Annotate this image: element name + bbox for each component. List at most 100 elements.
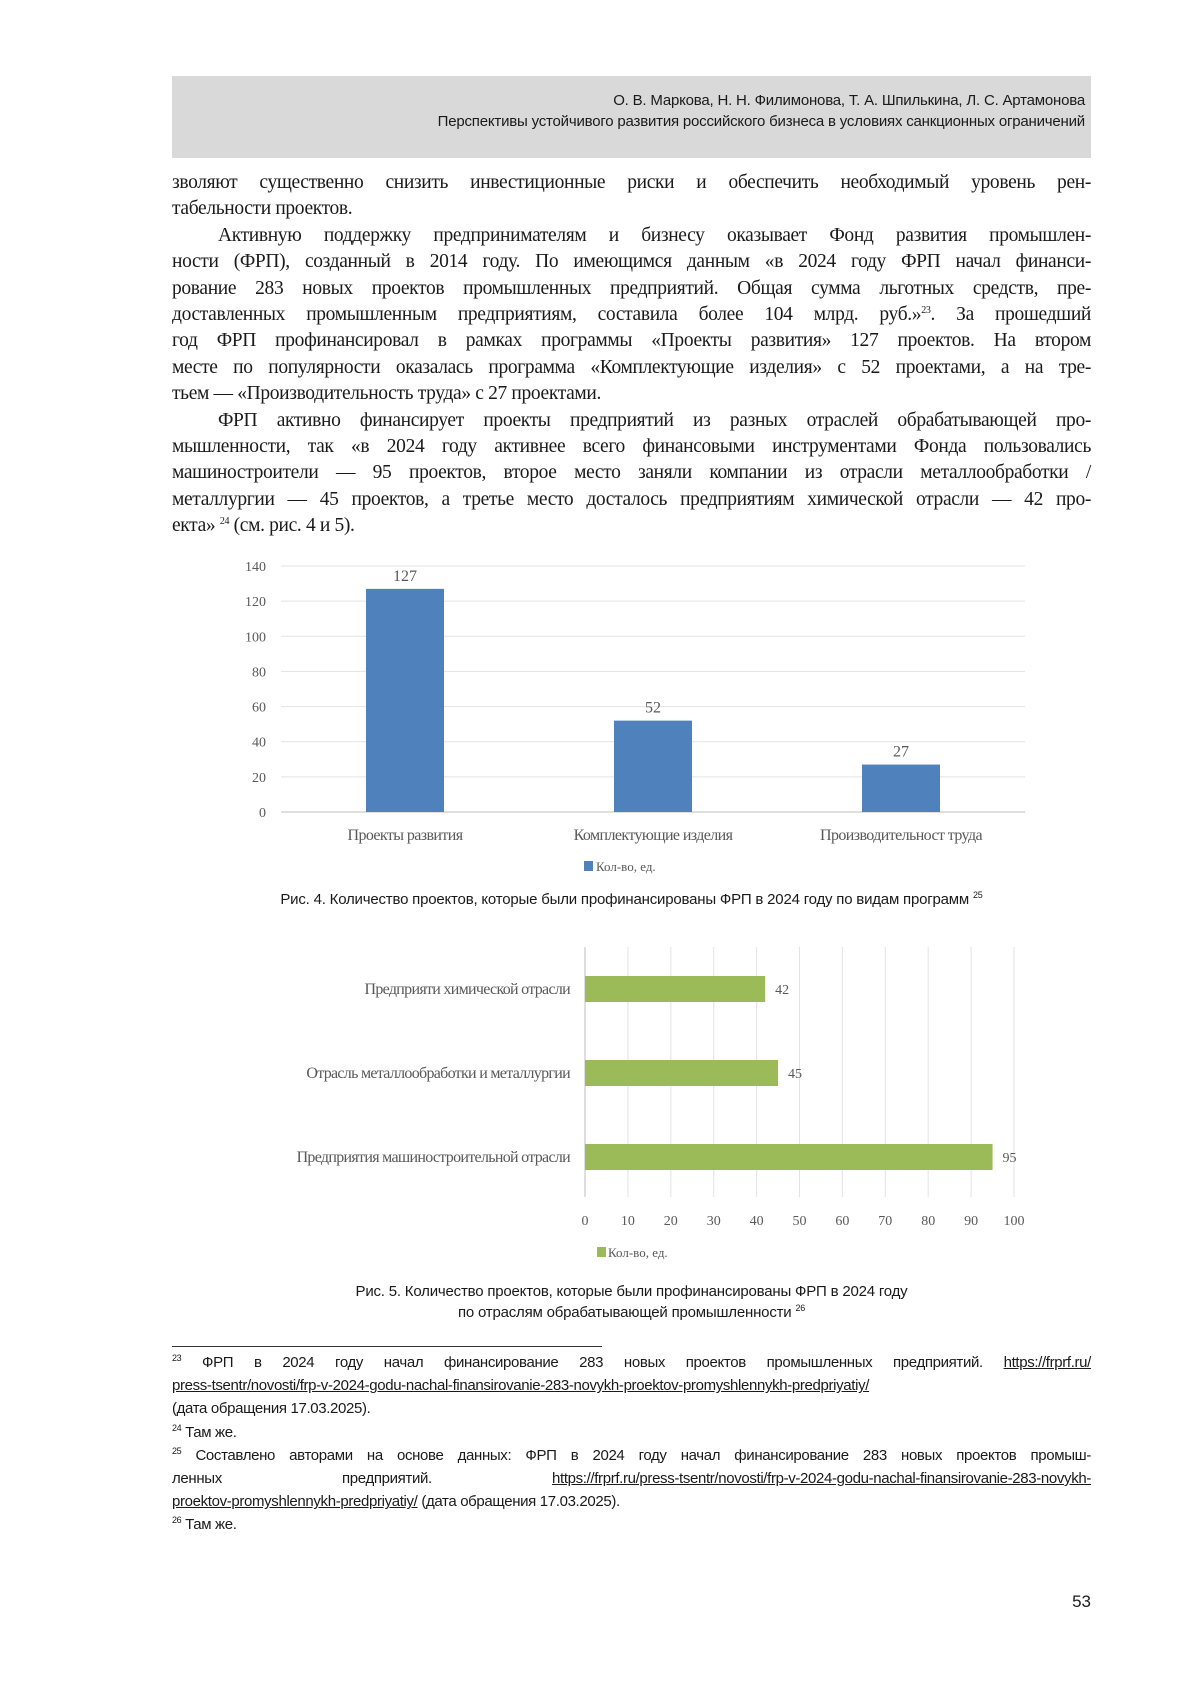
x-tick-label: 40 <box>750 1214 764 1229</box>
text-span: (дата обращения 17.03.2025). <box>418 1493 620 1510</box>
footnote-ref[interactable]: 26 <box>172 1515 181 1525</box>
footnote-line: ленных предприятий. https://frprf.ru/pre… <box>172 1467 1091 1490</box>
paragraph-line: ФРП активно финансирует проекты предприя… <box>172 408 1091 434</box>
footnote-line: (дата обращения 17.03.2025). <box>172 1397 1091 1420</box>
text-span: табельности проектов. <box>172 198 352 219</box>
x-category-label: Проекты развития <box>347 827 463 844</box>
x-tick-label: 80 <box>921 1214 935 1229</box>
caption-text: по отраслям обрабатывающей промышленност… <box>458 1304 792 1321</box>
text-span: зволяют существенно снизить инвестиционн… <box>172 172 1091 193</box>
data-label: 27 <box>893 744 909 761</box>
y-tick-label: 20 <box>252 771 266 786</box>
text-span: ности (ФРП), созданный в 2014 году. По и… <box>172 251 1091 272</box>
data-label: 127 <box>393 568 417 585</box>
figure-4-caption: Рис. 4. Количество проектов, которые был… <box>172 891 1091 908</box>
text-span: (дата обращения 17.03.2025). <box>172 1400 371 1417</box>
caption-footnote-ref[interactable]: 26 <box>795 1303 805 1313</box>
x-category-label: Комплектующие изделия <box>574 827 734 844</box>
caption-text: Рис. 4. Количество проектов, которые был… <box>280 891 969 908</box>
header-authors: О. В. Маркова, Н. Н. Филимонова, Т. А. Ш… <box>613 92 1085 109</box>
data-label: 45 <box>788 1067 802 1082</box>
legend-swatch <box>597 1247 606 1257</box>
x-tick-label: 30 <box>707 1214 721 1229</box>
paragraph-line: машиностроители — 95 проектов, второе ме… <box>172 460 1091 486</box>
text-span: . За прошедший <box>931 304 1091 325</box>
paragraph-line: табельности проектов. <box>172 196 1091 222</box>
x-category-label: Производительност труда <box>820 827 982 844</box>
paragraph-line: год ФРП профинансировал в рамках програм… <box>172 328 1091 354</box>
figure-5-caption-line2: по отраслям обрабатывающей промышленност… <box>172 1304 1091 1321</box>
footnote-line: proektov-promyshlennykh-predpriyatiy/ (д… <box>172 1490 1091 1513</box>
x-tick-label: 50 <box>793 1214 807 1229</box>
y-tick-label: 100 <box>245 630 266 645</box>
text-span: доставленных промышленным предприятиям, … <box>172 304 921 325</box>
y-category-label: Предприятия машиностроительной отрасли <box>297 1149 572 1166</box>
bar <box>366 589 444 812</box>
paragraph-line: Активную поддержку предпринимателям и би… <box>172 223 1091 249</box>
text-span: ленных предприятий. <box>172 1470 552 1487</box>
paragraph-line: тьем — «Производительность труда» с 27 п… <box>172 381 1091 407</box>
legend-label: Кол-во, ед. <box>608 1245 668 1260</box>
bar <box>585 1144 993 1170</box>
footnote-ref[interactable]: 23 <box>172 1353 181 1363</box>
footnote-line: 23 ФРП в 2024 году начал финансирование … <box>172 1351 1091 1374</box>
figure-5-caption-line1: Рис. 5. Количество проектов, которые был… <box>172 1283 1091 1300</box>
footnote-ref[interactable]: 24 <box>172 1423 181 1433</box>
paragraph-line: месте по популярности оказалась программ… <box>172 355 1091 381</box>
data-label: 52 <box>645 700 661 717</box>
footnote-line: 24 Там же. <box>172 1421 1091 1444</box>
text-span: ФРП активно финансирует проекты предприя… <box>218 410 1091 431</box>
y-tick-label: 120 <box>245 595 266 610</box>
paragraph-line: ности (ФРП), созданный в 2014 году. По и… <box>172 249 1091 275</box>
text-span: тьем — «Производительность труда» с 27 п… <box>172 383 601 404</box>
paragraph-line: зволяют существенно снизить инвестиционн… <box>172 170 1091 196</box>
y-tick-label: 60 <box>252 701 266 716</box>
bar <box>614 721 692 812</box>
text-span: (см. рис. 4 и 5). <box>229 515 354 536</box>
x-tick-label: 10 <box>621 1214 635 1229</box>
footnote-line: 25 Составлено авторами на основе данных:… <box>172 1444 1091 1467</box>
y-category-label: Отрасль металлообработки и металлургии <box>306 1065 571 1082</box>
url-link[interactable]: https://frprf.ru/press-tsentr/novosti/fr… <box>552 1470 1091 1487</box>
text-span: Там же. <box>181 1516 236 1533</box>
paragraph-line: екта» 24 (см. рис. 4 и 5). <box>172 513 1091 539</box>
page-number: 53 <box>1060 1592 1091 1612</box>
text-span: рование 283 новых проектов промышленных … <box>172 278 1091 299</box>
footnote-ref[interactable]: 23 <box>921 305 930 316</box>
url-link[interactable]: press-tsentr/novosti/frp-v-2024-godu-nac… <box>172 1377 869 1394</box>
caption-footnote-ref[interactable]: 25 <box>973 890 983 900</box>
paragraph-line: рование 283 новых проектов промышленных … <box>172 276 1091 302</box>
footnote-line: 26 Там же. <box>172 1513 1091 1536</box>
bar <box>585 1060 778 1086</box>
url-link[interactable]: https://frprf.ru/ <box>1004 1354 1091 1371</box>
text-span: Активную поддержку предпринимателям и би… <box>218 225 1091 246</box>
data-label: 42 <box>775 983 789 998</box>
text-span: Составлено авторами на основе данных: ФР… <box>181 1447 1091 1464</box>
legend-swatch <box>584 861 593 871</box>
data-label: 95 <box>1003 1151 1017 1166</box>
footnote-ref[interactable]: 24 <box>220 516 229 527</box>
bar <box>862 765 940 812</box>
x-tick-label: 100 <box>1004 1214 1025 1229</box>
text-span: Там же. <box>181 1424 236 1441</box>
y-tick-label: 40 <box>252 736 266 751</box>
url-link[interactable]: proektov-promyshlennykh-predpriyatiy/ <box>172 1493 418 1510</box>
text-span: мышленности, так «в 2024 году активнее в… <box>172 436 1091 457</box>
running-header: О. В. Маркова, Н. Н. Филимонова, Т. А. Ш… <box>172 76 1091 158</box>
x-tick-label: 90 <box>964 1214 978 1229</box>
y-tick-label: 140 <box>245 560 266 575</box>
footnote-ref[interactable]: 25 <box>172 1446 181 1456</box>
text-span: екта» <box>172 515 220 536</box>
legend-label: Кол-во, ед. <box>596 859 656 874</box>
x-tick-label: 70 <box>878 1214 892 1229</box>
paragraph-line: мышленности, так «в 2024 году активнее в… <box>172 434 1091 460</box>
x-tick-label: 60 <box>835 1214 849 1229</box>
paragraph-line: доставленных промышленным предприятиям, … <box>172 302 1091 328</box>
header-title: Перспективы устойчивого развития российс… <box>438 113 1085 130</box>
y-tick-label: 80 <box>252 665 266 680</box>
footnote-divider <box>172 1346 602 1347</box>
x-tick-label: 20 <box>664 1214 678 1229</box>
y-tick-label: 0 <box>259 806 266 821</box>
text-span: ФРП в 2024 году начал финансирование 283… <box>181 1354 1003 1371</box>
text-span: год ФРП профинансировал в рамках програм… <box>172 330 1091 351</box>
